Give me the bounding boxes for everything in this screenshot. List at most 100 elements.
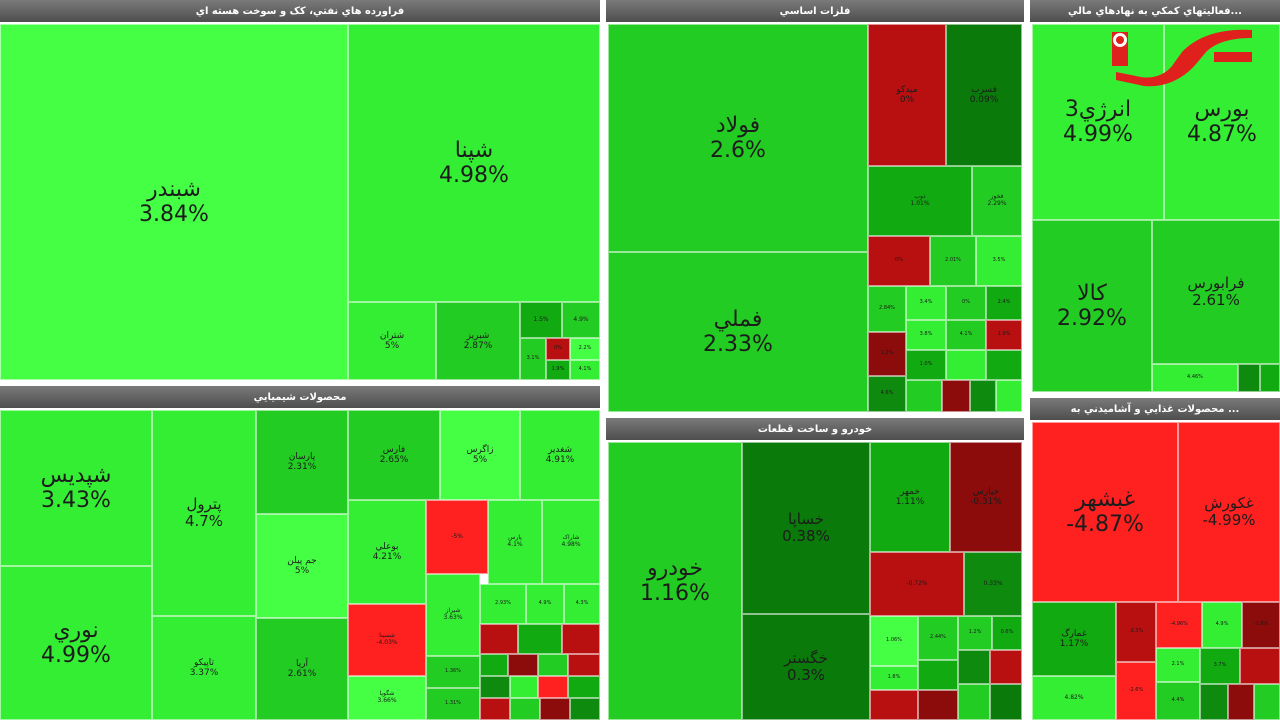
tile-metal-mini[interactable] — [986, 350, 1022, 380]
tile-food-small-6[interactable]: 4.4% — [1156, 682, 1200, 720]
tile-metal-small-5[interactable]: 3.4% — [906, 286, 946, 320]
tile-chem-mini[interactable] — [510, 676, 538, 698]
tile-chem-mini[interactable] — [570, 698, 600, 720]
tile-oil-small-6[interactable]: 1.9% — [546, 360, 570, 380]
tile-auto-mini[interactable] — [870, 690, 918, 720]
tile-metal-small-7[interactable]: 2.4% — [986, 286, 1022, 320]
tile-auto-mini[interactable] — [918, 660, 958, 690]
tile-chem-mini[interactable] — [568, 654, 600, 676]
tile-khgostar[interactable]: خگستر 0.3% — [742, 614, 870, 720]
tile-auto-dark[interactable]: 0.33% — [964, 552, 1022, 616]
tile-foolad[interactable]: فولاد 2.6% — [608, 24, 868, 252]
tile-food-small-7[interactable]: -2.6% — [1116, 662, 1156, 720]
tile-metal-small-9[interactable]: 3.8% — [906, 320, 946, 350]
tile-chem-mini[interactable] — [510, 698, 540, 720]
tile-food-small-4[interactable]: -1.8% — [1242, 602, 1280, 648]
tile-fars[interactable]: فارس 2.65% — [348, 410, 440, 500]
tile-sharak[interactable]: شاراک 4.98% — [542, 500, 600, 584]
tile-kala[interactable]: کالا 2.92% — [1032, 220, 1152, 392]
tile-shghadir[interactable]: شغدیر 4.91% — [520, 410, 600, 500]
tile-chem-mini[interactable] — [480, 654, 508, 676]
tile-fin-mini[interactable] — [1238, 364, 1260, 392]
tile-oil-small-7[interactable]: 4.1% — [570, 360, 600, 380]
tile-auto-small-3[interactable]: 1.2% — [958, 616, 992, 650]
tile-khpars[interactable]: خپارس -0.31% — [950, 442, 1022, 552]
tile-auto-mini[interactable] — [958, 684, 990, 720]
tile-zagros[interactable]: زاگرس 5% — [440, 410, 520, 500]
tile-auto-mini[interactable] — [990, 650, 1022, 684]
tile-auto-small-4[interactable]: 0.6% — [992, 616, 1022, 650]
tile-chem-small-1[interactable]: 2.93% — [480, 584, 526, 624]
tile-chem-small-4[interactable]: 1.36% — [426, 656, 480, 688]
tile-auto-red[interactable]: -0.72% — [870, 552, 964, 616]
tile-metal-small-2[interactable]: 2.01% — [930, 236, 976, 286]
tile-metal-small-6[interactable]: 0% — [946, 286, 986, 320]
tile-petrol[interactable]: پترول 4.7% — [152, 410, 256, 616]
tile-shiraz[interactable]: شیراز 3.63% — [426, 574, 480, 656]
tile-auto-small-5[interactable]: 1.8% — [870, 666, 918, 690]
tile-farabourse[interactable]: فرابورس 2.61% — [1152, 220, 1280, 364]
tile-food-mini[interactable] — [1240, 648, 1280, 684]
tile-metal-small-3[interactable]: 3.5% — [976, 236, 1022, 286]
tile-ghbshahr[interactable]: غبشهر -4.87% — [1032, 422, 1178, 602]
tile-auto-mini[interactable] — [990, 684, 1022, 720]
tile-chem-red-1[interactable]: -5% — [426, 500, 488, 574]
tile-shsina[interactable]: شسینا -4.03% — [348, 604, 426, 676]
tile-parsan[interactable]: پارسان 2.31% — [256, 410, 348, 514]
tile-pars[interactable]: پارس 4.1% — [488, 500, 542, 584]
tile-metal-small-11[interactable]: 1.9% — [986, 320, 1022, 350]
tile-tapiko[interactable]: تاپیکو 3.37% — [152, 616, 256, 720]
tile-midco[interactable]: میدکو 0% — [868, 24, 946, 166]
tile-food-mini[interactable] — [1228, 684, 1254, 720]
tile-ghkourosh[interactable]: غکورش -4.99% — [1178, 422, 1280, 602]
tile-metal-small-1[interactable]: 0% — [868, 236, 930, 286]
tile-chem-mini[interactable] — [538, 676, 568, 698]
tile-food-small-1[interactable]: -3.3% — [1116, 602, 1156, 662]
tile-chem-mini[interactable] — [480, 676, 510, 698]
tile-jam-pilen[interactable]: جم پیلن 5% — [256, 514, 348, 618]
tile-food-mini[interactable] — [1200, 684, 1228, 720]
tile-fesorb[interactable]: فسرب 0.09% — [946, 24, 1022, 166]
tile-fkhooz[interactable]: فخوز 2.29% — [972, 166, 1022, 236]
tile-auto-mini[interactable] — [958, 650, 990, 684]
tile-noori[interactable]: نوري 4.99% — [0, 566, 152, 720]
tile-fin-mini[interactable] — [1260, 364, 1280, 392]
tile-shgooya[interactable]: شگویا 3.66% — [348, 676, 426, 720]
tile-metal-mini[interactable] — [946, 350, 986, 380]
tile-chem-mini[interactable] — [562, 624, 600, 654]
tile-chem-mini[interactable] — [538, 654, 568, 676]
tile-metal-mini[interactable] — [942, 380, 970, 412]
tile-food-small-5[interactable]: 2.1% — [1156, 648, 1200, 682]
tile-khodro[interactable]: خودرو 1.16% — [608, 442, 742, 720]
tile-auto-mini[interactable] — [918, 690, 958, 720]
tile-shbriz[interactable]: شبریز 2.87% — [436, 302, 520, 380]
tile-metal-small-8[interactable]: 1.2% — [868, 332, 906, 376]
tile-chem-small-2[interactable]: 4.9% — [526, 584, 564, 624]
tile-metal-small-4[interactable]: 2.84% — [868, 286, 906, 332]
tile-chem-mini[interactable] — [540, 698, 570, 720]
tile-chem-mini[interactable] — [480, 698, 510, 720]
tile-metal-small-13[interactable]: 1.0% — [906, 350, 946, 380]
tile-chem-mini[interactable] — [480, 624, 518, 654]
tile-oil-small-4[interactable]: 0% — [546, 338, 570, 360]
tile-metal-mini[interactable] — [970, 380, 996, 412]
tile-oil-small-5[interactable]: 2.2% — [570, 338, 600, 360]
tile-fin-small[interactable]: 4.46% — [1152, 364, 1238, 392]
tile-chem-small-5[interactable]: 1.31% — [426, 688, 480, 720]
tile-oil-small-2[interactable]: 4.9% — [562, 302, 600, 338]
tile-food-small-2[interactable]: -4.96% — [1156, 602, 1202, 648]
tile-khmehr[interactable]: خمهر 1.11% — [870, 442, 950, 552]
tile-auto-small-1[interactable]: 1.06% — [870, 616, 918, 666]
tile-oil-small-3[interactable]: 3.1% — [520, 338, 546, 380]
tile-shbandar[interactable]: شبندر 3.84% — [0, 24, 348, 380]
tile-food-mini[interactable] — [1254, 684, 1280, 720]
tile-metal-small-12[interactable]: 4.6% — [868, 376, 906, 412]
tile-chem-mini[interactable] — [518, 624, 562, 654]
tile-metal-small-10[interactable]: 4.1% — [946, 320, 986, 350]
tile-food-small-3[interactable]: 4.9% — [1202, 602, 1242, 648]
tile-energy3[interactable]: انرژي3 4.99% — [1032, 24, 1164, 220]
tile-auto-small-2[interactable]: 2.44% — [918, 616, 958, 660]
tile-food-green-1[interactable]: 4.82% — [1032, 676, 1116, 720]
tile-shtran[interactable]: شتران 5% — [348, 302, 436, 380]
tile-chem-mini[interactable] — [568, 676, 600, 698]
